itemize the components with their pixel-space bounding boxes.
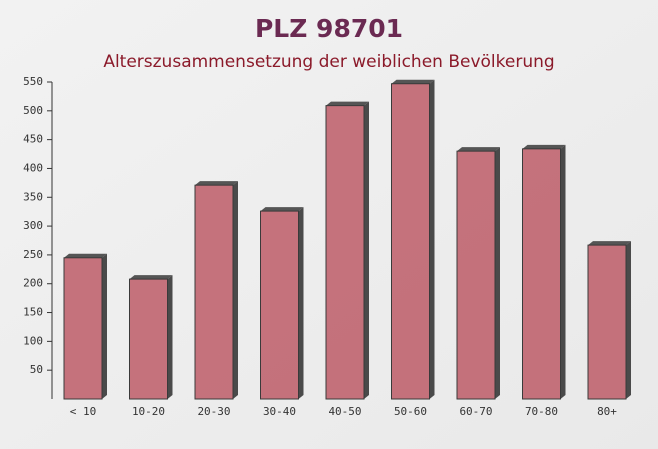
bar <box>587 244 627 400</box>
x-tick-label: 40-50 <box>328 405 361 418</box>
x-tick-label: < 10 <box>70 405 97 418</box>
bar-side <box>560 144 566 399</box>
bar-top <box>457 147 500 152</box>
bar <box>391 83 430 400</box>
bar-side <box>298 207 304 399</box>
y-tick-label: 350 <box>23 190 43 203</box>
chart-title: PLZ 98701 <box>255 14 403 43</box>
chart-subtitle: Alterszusammensetzung der weiblichen Bev… <box>103 52 554 72</box>
bar-top <box>195 181 238 186</box>
x-tick-label: 10-20 <box>132 405 165 418</box>
bar-side <box>233 181 238 399</box>
bar-top <box>326 101 369 106</box>
plot: 50 100 150 200 250 300 350 400 450 500 550 < 10 10-2… <box>23 75 631 418</box>
y-tick-label: 100 <box>23 334 43 347</box>
bar-side <box>626 241 631 399</box>
y-tick-label: 200 <box>23 277 43 290</box>
bar <box>260 210 299 400</box>
x-tick-label: 60-70 <box>459 405 492 418</box>
bar-top <box>391 79 435 84</box>
y-tick-label: 450 <box>23 133 43 146</box>
bar-top <box>588 241 631 246</box>
x-tick-label: 80+ <box>597 405 617 418</box>
bar-top <box>260 207 304 212</box>
x-tick-label: 70-80 <box>525 405 558 418</box>
y-tick-label: 150 <box>23 306 43 319</box>
y-tick-label: 500 <box>23 104 43 117</box>
bar-top <box>64 253 107 258</box>
bar <box>129 278 168 400</box>
bar-side <box>364 101 369 399</box>
bar <box>325 105 365 400</box>
bar <box>194 184 234 400</box>
x-tick-label: 20-30 <box>197 405 230 418</box>
y-tick-label: 550 <box>23 75 43 88</box>
bar-side <box>429 79 435 399</box>
x-tick-label: 30-40 <box>263 405 296 418</box>
bar-side <box>167 275 173 399</box>
bar <box>522 148 561 400</box>
bar-top <box>522 144 566 149</box>
y-tick-label: 50 <box>30 363 43 376</box>
bar-side <box>495 147 500 399</box>
bar <box>456 150 496 400</box>
y-tick-label: 250 <box>23 248 43 261</box>
bar-side <box>102 253 107 399</box>
bar-top <box>129 275 173 280</box>
y-tick-label: 400 <box>23 161 43 174</box>
bar <box>63 257 103 400</box>
y-tick-label: 300 <box>23 219 43 232</box>
x-tick-label: 50-60 <box>394 405 427 418</box>
